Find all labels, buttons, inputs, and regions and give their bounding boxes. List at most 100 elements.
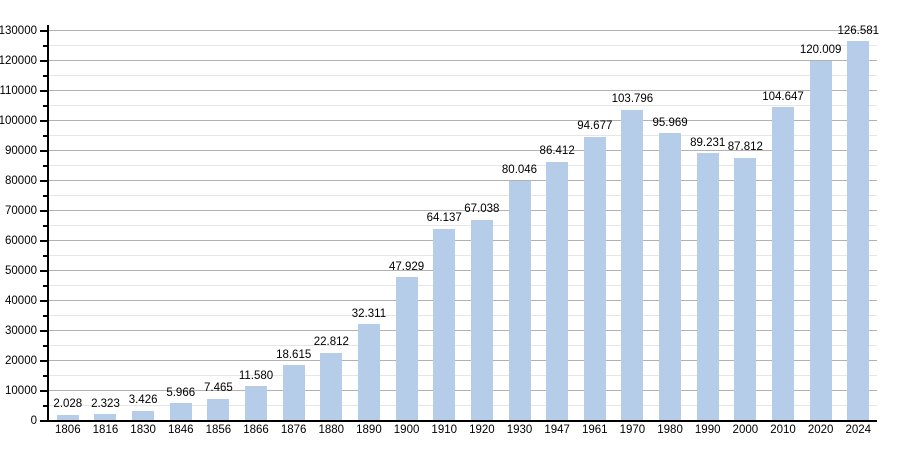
y-axis-major-tick bbox=[40, 240, 48, 242]
bar-value-label: 120.009 bbox=[799, 44, 842, 57]
y-axis-minor-tick bbox=[43, 75, 48, 77]
bar-slot: 120.009 bbox=[799, 31, 842, 421]
y-axis-ticks bbox=[40, 30, 48, 422]
y-axis-major-tick bbox=[40, 300, 48, 302]
y-axis-major-tick bbox=[40, 90, 48, 92]
major-gridline bbox=[49, 150, 877, 152]
minor-gridline bbox=[49, 255, 877, 256]
y-axis-major-tick bbox=[40, 180, 48, 182]
bar-slot: 86.412 bbox=[538, 31, 576, 421]
x-axis-tick-label: 1880 bbox=[318, 424, 345, 436]
x-axis-tick-label: 1930 bbox=[506, 424, 533, 436]
bar-value-label: 126.581 bbox=[837, 24, 880, 37]
bar-value-label: 95.969 bbox=[652, 116, 688, 129]
x-axis-tick-label: 1816 bbox=[92, 424, 119, 436]
bar-2000 bbox=[734, 157, 757, 421]
bar-slot: 64.137 bbox=[425, 31, 463, 421]
y-axis-tick-label: 70000 bbox=[5, 204, 37, 217]
bar-value-label: 3.426 bbox=[128, 394, 158, 407]
y-axis-minor-tick bbox=[43, 195, 48, 197]
x-axis-tick-label: 1876 bbox=[280, 424, 307, 436]
x-axis-tick-label: 2000 bbox=[732, 424, 759, 436]
y-axis-minor-tick bbox=[43, 225, 48, 227]
minor-gridline bbox=[49, 195, 877, 196]
x-axis-tick-label: 1920 bbox=[469, 424, 495, 436]
major-gridline bbox=[49, 30, 877, 31]
bar-1866 bbox=[245, 386, 268, 421]
bar-1880 bbox=[320, 352, 343, 421]
bar-1980 bbox=[659, 133, 682, 421]
major-gridline bbox=[49, 270, 877, 271]
bar-value-label: 64.137 bbox=[426, 212, 462, 225]
y-axis-minor-tick bbox=[43, 315, 48, 317]
major-gridline bbox=[49, 210, 877, 211]
y-axis-tick-label: 100000 bbox=[0, 114, 37, 127]
y-axis-major-tick bbox=[40, 30, 48, 32]
bar-1910 bbox=[433, 228, 456, 421]
minor-gridline bbox=[49, 105, 877, 106]
y-axis-tick-label: 10000 bbox=[5, 384, 37, 397]
y-axis-minor-tick bbox=[43, 405, 48, 407]
minor-gridline bbox=[49, 75, 877, 76]
y-axis-major-tick bbox=[40, 120, 48, 122]
major-gridline bbox=[49, 90, 877, 91]
x-axis-tick-label: 1990 bbox=[694, 424, 721, 436]
y-axis-major-tick bbox=[40, 270, 48, 272]
bar-1830 bbox=[132, 410, 155, 421]
y-axis-minor-tick bbox=[43, 45, 48, 47]
bar-value-label: 80.046 bbox=[501, 164, 538, 177]
y-axis-tick-label: 40000 bbox=[5, 294, 37, 307]
bar-slot: 7.465 bbox=[200, 31, 238, 421]
x-axis-tick-label: 2024 bbox=[845, 424, 872, 436]
bar-slot: 18.615 bbox=[275, 31, 313, 421]
bar-slot: 94.677 bbox=[576, 31, 614, 421]
major-gridline bbox=[49, 390, 877, 391]
x-axis-tick-label: 1846 bbox=[167, 424, 194, 436]
bar-value-label: 18.615 bbox=[276, 348, 312, 361]
minor-gridline bbox=[49, 405, 877, 406]
major-gridline bbox=[49, 180, 877, 181]
bar-slot: 11.580 bbox=[237, 31, 275, 421]
bar-1961 bbox=[583, 136, 606, 421]
plot-area: 2.028 2.323 3.426 5.966 7.465 11.580 18.615 22.… bbox=[49, 25, 879, 421]
y-axis-minor-tick bbox=[43, 375, 48, 377]
bar-slot: 22.812 bbox=[312, 31, 350, 421]
bar-value-label: 104.647 bbox=[762, 90, 804, 103]
x-axis-line bbox=[47, 420, 877, 422]
y-axis-minor-tick bbox=[43, 285, 48, 288]
bar-2024 bbox=[847, 41, 870, 421]
y-axis-major-tick bbox=[40, 420, 48, 422]
x-axis-tick-label: 1856 bbox=[205, 424, 232, 436]
bar-value-label: 2.028 bbox=[53, 398, 83, 411]
y-axis-tick-label: 80000 bbox=[5, 174, 37, 187]
bar-value-label: 94.677 bbox=[577, 120, 613, 133]
x-axis-tick-label: 1806 bbox=[55, 424, 81, 436]
minor-gridline bbox=[49, 375, 877, 376]
bar-slot: 87.812 bbox=[727, 31, 765, 421]
y-axis-tick-label: 30000 bbox=[5, 324, 37, 337]
bar-value-label: 47.929 bbox=[388, 260, 425, 273]
y-axis-tick-label: 60000 bbox=[5, 234, 37, 247]
bar-slot: 2.028 bbox=[49, 31, 87, 421]
y-axis-tick-label: 110000 bbox=[0, 84, 37, 97]
bar-1876 bbox=[282, 365, 305, 421]
x-axis-tick-label: 1830 bbox=[130, 424, 156, 436]
major-gridline bbox=[49, 300, 877, 301]
x-axis-tick-label: 2010 bbox=[770, 424, 796, 436]
y-axis-major-tick bbox=[40, 330, 48, 332]
bar-slot: 104.647 bbox=[762, 31, 804, 421]
x-axis-tick-label: 1866 bbox=[243, 424, 269, 436]
y-axis-minor-tick bbox=[43, 165, 48, 167]
y-axis-minor-tick bbox=[43, 105, 48, 107]
x-axis-tick-label: 1970 bbox=[619, 424, 646, 436]
major-gridline bbox=[49, 120, 877, 121]
bar-slot: 2.323 bbox=[87, 31, 125, 421]
bar-1970 bbox=[621, 109, 644, 421]
y-axis-minor-tick bbox=[43, 255, 48, 257]
y-axis-tick-label: 130000 bbox=[0, 24, 37, 37]
major-gridline bbox=[49, 360, 877, 361]
minor-gridline bbox=[49, 135, 877, 137]
y-axis-major-tick bbox=[40, 60, 48, 62]
y-axis-labels: 0 10000 20000 30000 40000 50000 60000 70000 8000… bbox=[0, 25, 37, 426]
